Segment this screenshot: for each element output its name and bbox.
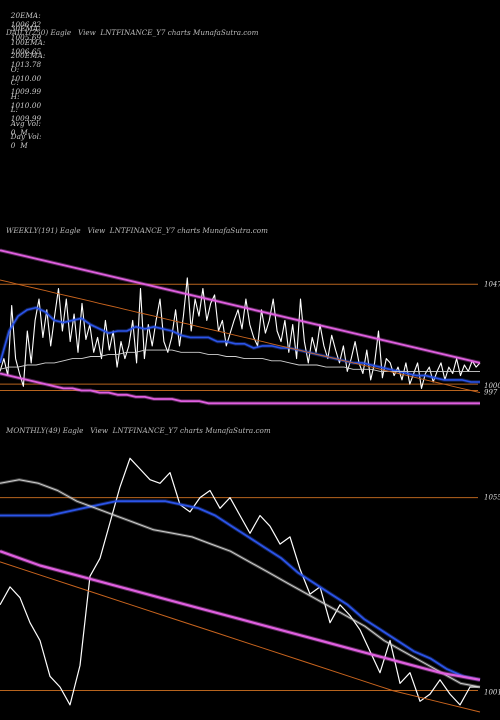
ema_gray_upper-series-line bbox=[0, 479, 481, 688]
daily-panel-title: DAILY(250) Eagle View LNTFINANCE_Y7 char… bbox=[6, 28, 259, 37]
low-value: 1009.99 bbox=[10, 114, 42, 123]
high-value: 1010.00 bbox=[10, 101, 42, 110]
ema30-label: 30EMA: bbox=[10, 24, 41, 33]
avg-vol-label: Avg Vol: bbox=[10, 119, 42, 128]
open-value: 1010.00 bbox=[10, 74, 42, 83]
price-label-2: 997 bbox=[484, 389, 498, 397]
env_lower-series-line bbox=[0, 372, 480, 405]
ema_blue-series-line bbox=[0, 500, 481, 681]
ema200-value: 1013.78 bbox=[10, 60, 42, 69]
high-label: H: bbox=[10, 92, 20, 101]
ema30-value: 1005.69 bbox=[10, 33, 42, 42]
ema_magenta-series-line bbox=[0, 550, 481, 681]
env_upper-series-line bbox=[0, 249, 481, 364]
monthly-chart: 1055 1001 bbox=[0, 457, 500, 713]
ema20-label: 20EMA: bbox=[10, 11, 41, 20]
header-row-1: 20EMA: 1006.82 100EMA: 1006.65 O: 1010.0… bbox=[6, 2, 46, 137]
monthly-panel-title: MONTHLY(49) Eagle View LNTFINANCE_Y7 cha… bbox=[6, 426, 271, 435]
ema200-label: 200EMA: bbox=[10, 51, 46, 60]
header-row-2: 30EMA: 1005.69 200EMA: 1013.78 C: 1009.9… bbox=[6, 15, 46, 150]
close-label: C: bbox=[10, 78, 19, 87]
weekly-panel-title: WEEKLY(191) Eagle View LNTFINANCE_Y7 cha… bbox=[6, 226, 268, 235]
price-label-0: 1055 bbox=[484, 494, 500, 502]
ema_long-series-line bbox=[0, 349, 480, 372]
day-vol-label: Day Vol: bbox=[10, 132, 42, 141]
ema100-label: 100EMA: bbox=[10, 38, 46, 47]
ema20-value: 1006.82 bbox=[10, 20, 42, 29]
low-label: L: bbox=[10, 105, 19, 114]
day-vol-value: 0 M bbox=[10, 141, 28, 150]
close-value: 1009.99 bbox=[10, 87, 42, 96]
ema_orange-series-line bbox=[0, 561, 481, 713]
avg-vol-value: 0 M bbox=[10, 128, 28, 137]
ema_200-series-line bbox=[0, 279, 481, 394]
ema100-value: 1006.65 bbox=[10, 47, 42, 56]
price-label-1: 1000 bbox=[484, 382, 500, 390]
price-label-0: 1047 bbox=[484, 280, 500, 288]
ema_magenta-glow bbox=[0, 549, 481, 682]
price-series-line bbox=[0, 457, 480, 706]
weekly-chart: 1047 1000997 bbox=[0, 248, 500, 406]
open-label: O: bbox=[10, 65, 20, 74]
price-label-1: 1001 bbox=[484, 689, 500, 697]
